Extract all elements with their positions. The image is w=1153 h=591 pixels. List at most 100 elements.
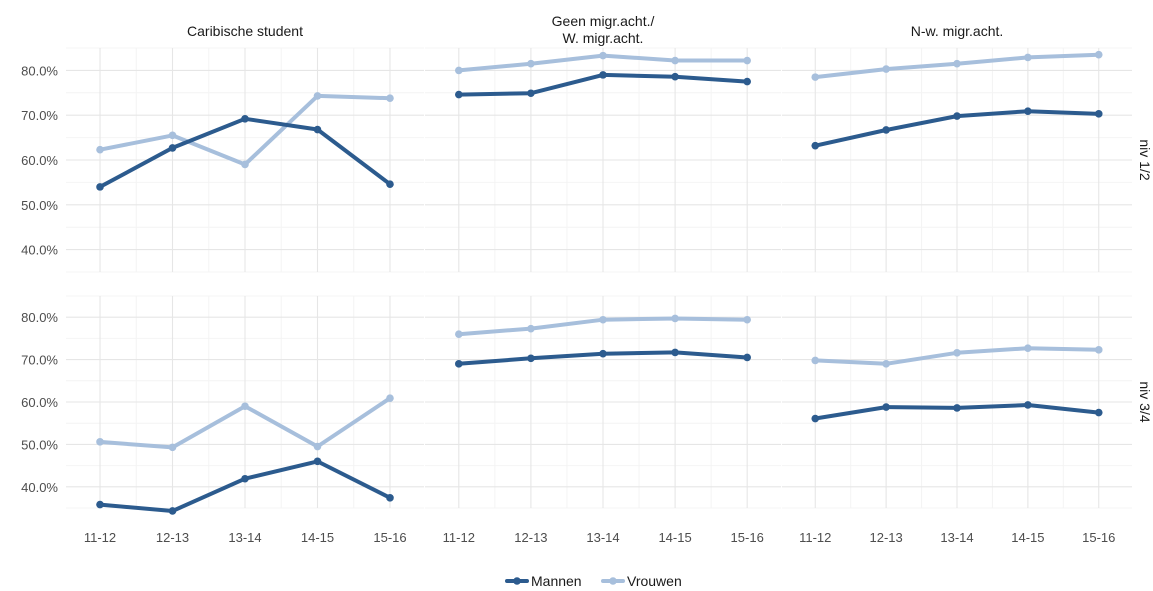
- y-tick-label: 40.0%: [21, 480, 58, 495]
- data-point-vrouwen: [241, 160, 249, 169]
- data-point-mannen: [743, 353, 751, 362]
- data-point-vrouwen: [599, 51, 607, 60]
- y-tick-label: 80.0%: [21, 310, 58, 325]
- panel-grid: [425, 295, 781, 509]
- data-point-vrouwen: [1094, 50, 1103, 59]
- y-tick-label: 80.0%: [21, 63, 58, 78]
- data-point-vrouwen: [527, 59, 535, 68]
- data-point-vrouwen: [96, 145, 104, 154]
- data-point-mannen: [96, 500, 104, 509]
- data-point-vrouwen: [313, 442, 322, 451]
- panel-grid: [66, 47, 424, 273]
- legend-item-mannen: Mannen: [505, 573, 582, 589]
- data-point-mannen: [527, 354, 535, 363]
- data-point-mannen: [811, 414, 820, 423]
- legend-key-point: [609, 577, 617, 585]
- data-point-vrouwen: [241, 402, 249, 411]
- legend-item-vrouwen: Vrouwen: [601, 573, 682, 589]
- data-point-mannen: [599, 71, 607, 79]
- panel-grid: [782, 295, 1132, 509]
- y-tick-label: 50.0%: [21, 198, 58, 213]
- x-tick-label: 13-14: [228, 530, 261, 545]
- column-strip-label: N-w. migr.acht.: [911, 23, 1004, 39]
- y-tick-label: 60.0%: [21, 395, 58, 410]
- panel-grid: [782, 47, 1132, 273]
- data-point-mannen: [1024, 107, 1032, 115]
- x-tick-label: 11-12: [84, 530, 116, 545]
- x-tick-label: 15-16: [373, 530, 406, 545]
- data-point-vrouwen: [313, 92, 322, 100]
- data-point-vrouwen: [527, 324, 535, 333]
- x-tick-label: 13-14: [586, 530, 619, 545]
- x-tick-label: 15-16: [1082, 530, 1115, 545]
- data-point-mannen: [96, 183, 104, 191]
- legend-key-point: [513, 577, 521, 585]
- panel-grid: [425, 47, 781, 273]
- x-tick-label: 13-14: [940, 530, 973, 545]
- y-tick-label: 40.0%: [21, 243, 58, 258]
- y-tick-label: 60.0%: [21, 153, 58, 168]
- data-point-vrouwen: [455, 330, 463, 338]
- x-tick-label: 11-12: [443, 530, 475, 545]
- x-tick-label: 12-13: [156, 530, 189, 545]
- data-point-mannen: [241, 114, 249, 123]
- legend-label: Vrouwen: [627, 573, 682, 589]
- data-point-mannen: [811, 141, 820, 150]
- data-point-mannen: [455, 90, 463, 99]
- data-point-mannen: [599, 349, 607, 358]
- data-point-vrouwen: [671, 56, 679, 65]
- data-point-vrouwen: [953, 349, 961, 357]
- data-point-mannen: [882, 126, 890, 134]
- data-point-mannen: [313, 457, 322, 466]
- data-point-mannen: [168, 144, 177, 152]
- x-tick-label: 11-12: [799, 530, 831, 545]
- data-point-mannen: [671, 72, 679, 81]
- y-tick-label: 70.0%: [21, 108, 58, 123]
- data-point-vrouwen: [455, 66, 463, 75]
- data-point-vrouwen: [168, 131, 177, 140]
- data-point-mannen: [743, 77, 751, 86]
- data-point-mannen: [953, 112, 961, 120]
- data-point-mannen: [671, 348, 679, 357]
- data-point-vrouwen: [882, 65, 890, 73]
- y-tick-label: 50.0%: [21, 437, 58, 452]
- y-tick-label: 70.0%: [21, 353, 58, 368]
- data-point-vrouwen: [743, 56, 751, 65]
- column-strip-label: Geen migr.acht./W. migr.acht.: [552, 13, 655, 46]
- x-tick-label: 12-13: [514, 530, 547, 545]
- data-point-mannen: [1024, 401, 1032, 409]
- data-point-vrouwen: [386, 94, 394, 102]
- column-strip-label: Caribische student: [187, 23, 303, 39]
- data-point-mannen: [953, 404, 961, 412]
- data-point-vrouwen: [811, 356, 820, 365]
- data-point-vrouwen: [168, 443, 177, 452]
- x-tick-label: 12-13: [870, 530, 903, 545]
- x-tick-label: 14-15: [658, 530, 691, 545]
- data-point-vrouwen: [1094, 346, 1103, 354]
- data-point-vrouwen: [811, 73, 820, 81]
- x-tick-label: 14-15: [301, 530, 334, 545]
- data-point-mannen: [527, 89, 535, 98]
- data-point-mannen: [241, 474, 249, 483]
- data-point-vrouwen: [1024, 344, 1032, 352]
- data-point-mannen: [455, 360, 463, 368]
- data-point-mannen: [882, 403, 890, 411]
- data-point-vrouwen: [1024, 53, 1032, 62]
- x-tick-label: 14-15: [1011, 530, 1044, 545]
- data-point-mannen: [386, 180, 394, 188]
- row-strip-label: niv 3/4: [1137, 381, 1153, 422]
- legend-label: Mannen: [531, 573, 582, 589]
- data-point-vrouwen: [953, 59, 961, 68]
- data-point-mannen: [168, 507, 177, 515]
- data-point-vrouwen: [599, 315, 607, 324]
- data-point-mannen: [1094, 408, 1103, 417]
- data-point-vrouwen: [671, 314, 679, 323]
- data-point-mannen: [1094, 110, 1103, 118]
- x-tick-label: 15-16: [731, 530, 764, 545]
- data-point-vrouwen: [96, 438, 104, 446]
- legend: Mannen Vrouwen: [505, 573, 682, 589]
- data-point-mannen: [313, 125, 322, 134]
- data-point-vrouwen: [882, 360, 890, 368]
- data-point-mannen: [386, 494, 394, 502]
